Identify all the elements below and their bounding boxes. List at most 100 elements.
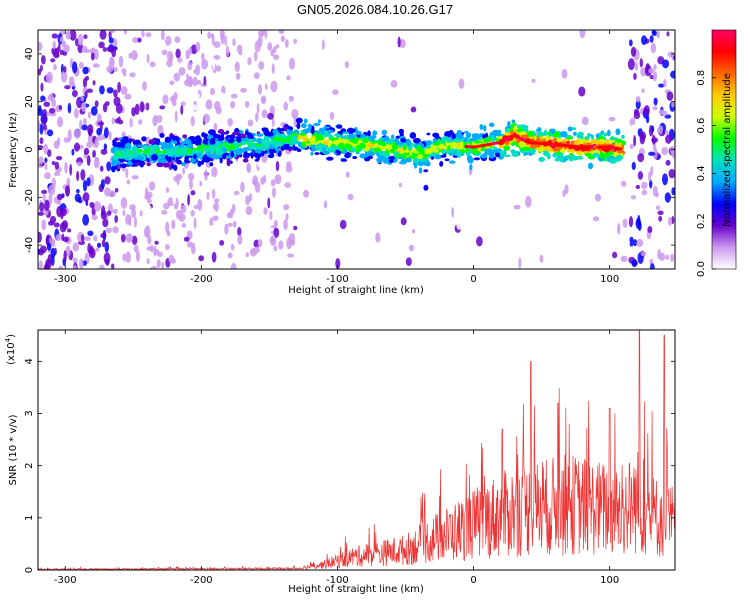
heatmap-cell xyxy=(218,92,225,100)
heatmap-cell xyxy=(658,215,663,222)
heatmap-cell xyxy=(328,133,332,139)
heatmap-cell xyxy=(229,134,236,140)
heatmap-cell xyxy=(141,30,145,38)
heatmap-cell xyxy=(101,239,106,248)
heatmap-cell xyxy=(430,156,435,160)
x-tick-label: -100 xyxy=(326,274,349,285)
heatmap-cell xyxy=(499,149,506,157)
heatmap-cell xyxy=(195,41,201,52)
heatmap-cell xyxy=(175,48,181,59)
heatmap-cell xyxy=(303,137,308,143)
heatmap-cell xyxy=(73,142,81,152)
heatmap-cell xyxy=(277,140,283,145)
snr-y-ticks: 0 1 2 3 4 xyxy=(24,358,675,573)
heatmap-cell xyxy=(222,148,227,153)
heatmap-cell xyxy=(195,135,199,141)
heatmap-cell xyxy=(608,116,616,122)
heatmap-cell xyxy=(48,193,53,205)
heatmap-cell xyxy=(114,137,119,141)
heatmap-cell xyxy=(666,91,674,101)
chart-title: GN05.2026.084.10.26.G17 xyxy=(296,2,454,17)
heatmap-cell xyxy=(247,65,254,78)
heatmap-cell xyxy=(187,142,194,149)
heatmap-cell xyxy=(323,130,329,138)
heatmap-cell xyxy=(584,136,589,141)
heatmap-cell xyxy=(180,101,186,107)
heatmap-cell xyxy=(269,150,277,154)
heatmap-cell xyxy=(321,39,325,51)
colorbar-tick-label: 0.8 xyxy=(696,70,707,86)
heatmap-cell xyxy=(104,187,111,197)
heatmap-cell xyxy=(250,135,254,139)
heatmap-cell xyxy=(203,75,207,86)
heatmap-cell xyxy=(437,138,441,143)
heatmap-cell xyxy=(417,154,423,160)
heatmap-cell xyxy=(67,228,72,233)
heatmap-cell xyxy=(400,217,407,226)
heatmap-cell xyxy=(569,148,576,153)
heatmap-cell xyxy=(38,211,45,216)
heatmap-cell xyxy=(260,144,268,152)
heatmap-cell xyxy=(244,100,250,108)
heatmap-cell xyxy=(570,140,575,146)
heatmap-cell xyxy=(451,134,456,139)
heatmap-cell xyxy=(655,205,661,211)
heatmap-cell xyxy=(418,167,423,174)
heatmap-cell xyxy=(402,152,409,156)
heatmap-cell xyxy=(671,100,675,108)
heatmap-cell xyxy=(210,87,215,96)
heatmap-cell xyxy=(263,207,268,215)
heatmap-cell xyxy=(313,122,321,127)
heatmap-cell xyxy=(293,38,298,44)
heatmap-cell xyxy=(252,175,259,186)
heatmap-cell xyxy=(150,265,158,269)
heatmap-cell xyxy=(449,152,453,156)
heatmap-cell xyxy=(267,112,274,120)
heatmap-cell xyxy=(52,40,56,50)
heatmap-cell xyxy=(125,251,131,263)
heatmap-cell xyxy=(653,97,658,106)
heatmap-cell xyxy=(314,145,320,149)
heatmap-cell xyxy=(465,147,469,153)
heatmap-cell xyxy=(287,253,295,258)
heatmap-cell xyxy=(159,105,166,110)
heatmap-cell xyxy=(607,129,611,137)
heatmap-cell xyxy=(347,127,354,133)
heatmap-cell xyxy=(342,148,348,154)
heatmap-cell xyxy=(112,208,118,214)
heatmap-cell xyxy=(171,219,176,230)
heatmap-cell xyxy=(38,260,43,269)
heatmap-cell xyxy=(102,218,109,228)
heatmap-cell xyxy=(219,239,225,246)
heatmap-cell xyxy=(666,31,670,37)
heatmap-cell xyxy=(237,147,244,154)
heatmap-cell xyxy=(85,75,90,81)
heatmap-cell xyxy=(629,118,633,126)
heatmap-cell xyxy=(668,168,675,179)
heatmap-cell xyxy=(453,137,459,142)
heatmap-cell xyxy=(340,158,348,162)
heatmap-cell xyxy=(55,233,63,241)
heatmap-cell xyxy=(76,170,80,182)
heatmap-cell xyxy=(111,160,118,167)
heatmap-cell xyxy=(152,115,158,127)
heatmap-cell xyxy=(83,147,90,156)
heatmap-cell xyxy=(187,172,195,181)
x-tick-label: -300 xyxy=(54,575,77,586)
heatmap-cell xyxy=(211,188,216,199)
heatmap-cell xyxy=(488,152,496,156)
heatmap-cell xyxy=(285,39,289,48)
heatmap-cell xyxy=(567,136,574,140)
heatmap-cell xyxy=(232,38,236,47)
heatmap-cell xyxy=(69,163,73,176)
heatmap-cell xyxy=(172,194,177,205)
heatmap-cell xyxy=(146,198,152,204)
heatmap-cell xyxy=(39,202,45,212)
heatmap-cell xyxy=(39,123,44,135)
heatmap-cell xyxy=(513,204,521,210)
heatmap-cell xyxy=(113,89,118,98)
heatmap-cell xyxy=(124,93,132,100)
heatmap-cell xyxy=(577,131,584,137)
heatmap-cell xyxy=(227,138,235,144)
heatmap-cell xyxy=(189,179,193,190)
